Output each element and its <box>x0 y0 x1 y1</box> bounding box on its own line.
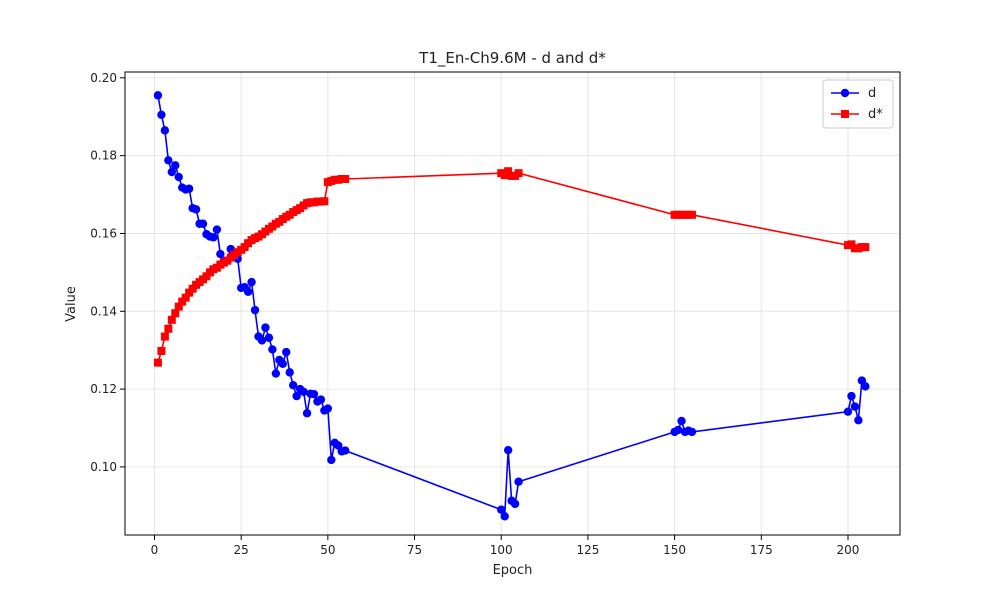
x-tick-label: 150 <box>663 543 686 557</box>
x-tick-label: 200 <box>837 543 860 557</box>
data-point <box>164 324 173 333</box>
data-point <box>167 315 176 324</box>
y-axis: 0.10 0.12 0.14 0.16 0.18 0.20 <box>90 71 125 474</box>
data-point <box>288 381 298 390</box>
data-point <box>504 167 513 176</box>
data-point <box>677 416 686 426</box>
data-point <box>181 293 190 302</box>
legend-item: d <box>831 86 876 101</box>
legend-label: d* <box>868 107 883 122</box>
data-point <box>174 302 183 311</box>
data-point <box>861 243 870 252</box>
data-point <box>212 225 222 234</box>
data-point <box>243 287 253 297</box>
data-point <box>153 358 162 367</box>
data-point <box>687 210 696 219</box>
data-point <box>687 427 697 437</box>
data-point <box>171 161 180 170</box>
data-point <box>157 346 166 355</box>
data-point <box>250 305 260 315</box>
data-point <box>268 345 277 354</box>
legend-item: d* <box>831 107 883 122</box>
data-point <box>503 445 513 455</box>
plot-area <box>124 71 901 536</box>
data-point <box>160 126 170 135</box>
data-point <box>850 402 860 411</box>
data-point <box>271 369 281 378</box>
chart-title: T1_En-Ch9.6M - d and d* <box>418 49 606 68</box>
data-point <box>257 336 267 345</box>
data-point <box>847 391 856 401</box>
data-point <box>510 499 520 509</box>
data-point <box>514 477 523 486</box>
data-point <box>285 368 294 377</box>
data-point <box>299 387 308 397</box>
data-point <box>278 359 287 369</box>
y-tick-label: 0.16 <box>90 226 117 240</box>
x-tick-label: 175 <box>750 543 773 557</box>
data-point <box>282 347 291 357</box>
data-point <box>157 110 166 119</box>
x-tick-label: 25 <box>234 543 249 557</box>
x-axis-label: Epoch <box>493 563 533 578</box>
data-point <box>171 309 180 318</box>
data-point <box>309 389 319 399</box>
data-point <box>340 446 350 455</box>
data-point <box>167 167 177 177</box>
x-tick-label: 50 <box>320 543 335 557</box>
y-tick-label: 0.14 <box>90 304 117 318</box>
legend-marker <box>840 88 850 98</box>
data-point <box>164 156 173 165</box>
y-tick-label: 0.10 <box>90 460 117 474</box>
data-point <box>198 219 208 228</box>
data-point <box>209 233 218 242</box>
data-point <box>500 512 509 521</box>
data-point <box>264 333 274 342</box>
x-tick-label: 125 <box>576 543 599 557</box>
data-point <box>174 172 183 182</box>
series-d-star <box>153 167 870 367</box>
data-point <box>316 395 326 404</box>
y-tick-label: 0.18 <box>90 149 117 163</box>
series-layer <box>153 91 870 521</box>
data-point <box>247 277 256 287</box>
data-point <box>323 404 333 413</box>
x-tick-label: 75 <box>407 543 422 557</box>
legend-label: d <box>868 86 876 101</box>
data-point <box>292 391 301 401</box>
x-tick-label: 100 <box>490 543 513 557</box>
grid <box>125 72 900 535</box>
data-point <box>320 197 329 206</box>
x-axis: 0 25 50 75 100 125 150 175 200 <box>151 535 860 557</box>
data-point <box>216 249 225 259</box>
legend-box <box>822 79 894 129</box>
data-point <box>191 205 201 214</box>
data-point <box>160 332 169 341</box>
data-point <box>843 407 853 416</box>
y-tick-label: 0.20 <box>90 71 117 85</box>
x-tick-label: 0 <box>151 543 159 557</box>
legend: d d* <box>822 79 894 129</box>
data-point <box>261 323 270 332</box>
series-d <box>153 91 870 521</box>
legend-marker <box>841 110 849 118</box>
data-point <box>514 169 523 178</box>
data-point <box>341 174 350 183</box>
data-point <box>854 416 863 425</box>
data-point <box>327 455 336 465</box>
y-tick-label: 0.12 <box>90 382 117 396</box>
data-point <box>861 382 870 391</box>
data-point <box>673 425 683 435</box>
data-point <box>184 184 194 193</box>
data-point <box>302 409 312 418</box>
y-axis-label: Value <box>64 286 79 322</box>
data-point <box>497 505 506 514</box>
data-point <box>153 91 163 100</box>
